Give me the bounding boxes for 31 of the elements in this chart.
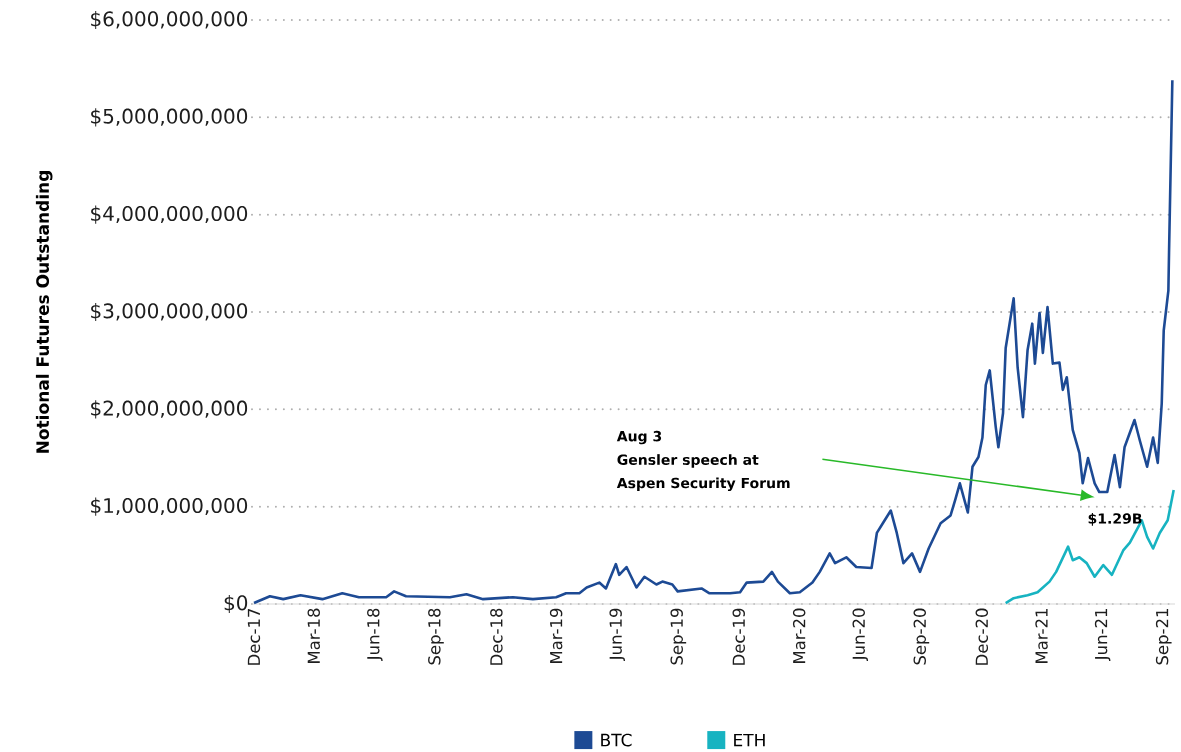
y-tick-label: $6,000,000,000 — [91, 10, 248, 30]
line-series — [1004, 488, 1175, 605]
x-tick-label: Dec-20 — [975, 608, 989, 665]
legend-label: BTC — [601, 733, 632, 747]
x-tick-label: Mar-20 — [792, 608, 806, 663]
y-axis-title: Notional Futures Outstanding — [35, 171, 53, 453]
legend-label: ETH — [734, 733, 765, 747]
x-tick-label: Jun-20 — [852, 608, 869, 662]
x-tick-label: Mar-19 — [549, 608, 563, 663]
y-tick-label: $3,000,000,000 — [91, 302, 248, 322]
annotation: Aug 3 — [616, 430, 662, 445]
y-tick-label: $0 — [224, 594, 248, 614]
x-tick-label: Mar-18 — [307, 608, 320, 663]
x-tick-label: Dec-19 — [732, 608, 745, 665]
x-tick-label: Sep-19 — [670, 608, 687, 665]
y-tick-label: $4,000,000,000 — [91, 205, 248, 224]
x-tick-label: Mar-21 — [1035, 609, 1048, 663]
annotation: Aspen Security Forum — [616, 477, 790, 492]
y-tick-label: $5,000,000,000 — [91, 108, 248, 127]
x-tick-label: Sep-21 — [1155, 609, 1172, 665]
y-tick-label: $1,000,000,000 — [91, 497, 248, 516]
x-tick-label: Jun-21 — [1094, 609, 1111, 662]
annotation: $1.29B — [1088, 512, 1142, 526]
x-tick-label: Sep-18 — [428, 608, 444, 665]
x-tick-label: Sep-20 — [913, 608, 930, 665]
y-tick-label: $2,000,000,000 — [91, 400, 248, 419]
annotation: Gensler speech at — [617, 454, 759, 468]
x-tick-label: Dec-18 — [490, 608, 503, 665]
x-tick-label: Jun-18 — [367, 608, 383, 662]
x-tick-label: Dec-17 — [247, 608, 261, 665]
x-tick-label: Jun-19 — [609, 608, 625, 662]
